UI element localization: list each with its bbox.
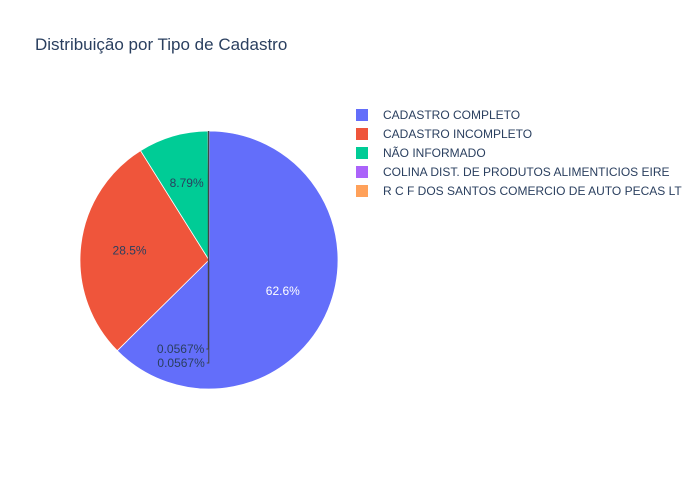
pie-slice[interactable] — [79, 150, 210, 352]
slice-label: 28.5% — [113, 244, 147, 258]
legend-label: CADASTRO INCOMPLETO — [383, 126, 533, 141]
legend-label: R C F DOS SANTOS COMERCIO DE AUTO PECAS … — [383, 183, 682, 198]
chart-title: Distribuição por Tipo de Cadastro — [35, 35, 288, 54]
slice-label-outside: 0.0567% — [157, 356, 205, 370]
leader-lines — [206, 131, 210, 364]
legend-item[interactable]: CADASTRO COMPLETO — [356, 105, 682, 124]
legend-swatch — [356, 146, 368, 159]
leader-line — [206, 131, 210, 364]
legend-item[interactable]: R C F DOS SANTOS COMERCIO DE AUTO PECAS … — [356, 181, 682, 200]
slice-labels: 62.6% 28.5% 8.79% 0.0567%0.0567% — [113, 176, 301, 370]
legend-swatch — [356, 108, 368, 121]
legend-swatch — [356, 184, 368, 197]
slice-label: 62.6% — [266, 284, 300, 298]
legend: CADASTRO COMPLETO CADASTRO INCOMPLETO NÃO … — [356, 105, 682, 200]
legend-swatch — [356, 127, 368, 140]
legend-swatch — [356, 165, 368, 178]
legend-label: NÃO INFORMADO — [383, 145, 486, 160]
legend-item[interactable]: COLINA DIST. DE PRODUTOS ALIMENTICIOS EI… — [356, 162, 682, 181]
legend-label: CADASTRO COMPLETO — [383, 107, 521, 122]
legend-label: COLINA DIST. DE PRODUTOS ALIMENTICIOS EI… — [383, 164, 670, 179]
pie-slice[interactable] — [116, 130, 339, 390]
legend-item[interactable]: CADASTRO INCOMPLETO — [356, 124, 682, 143]
slice-label-outside: 0.0567% — [157, 342, 205, 356]
legend-item[interactable]: NÃO INFORMADO — [356, 143, 682, 162]
slice-label: 8.79% — [170, 176, 204, 190]
pie-slices — [79, 130, 339, 390]
